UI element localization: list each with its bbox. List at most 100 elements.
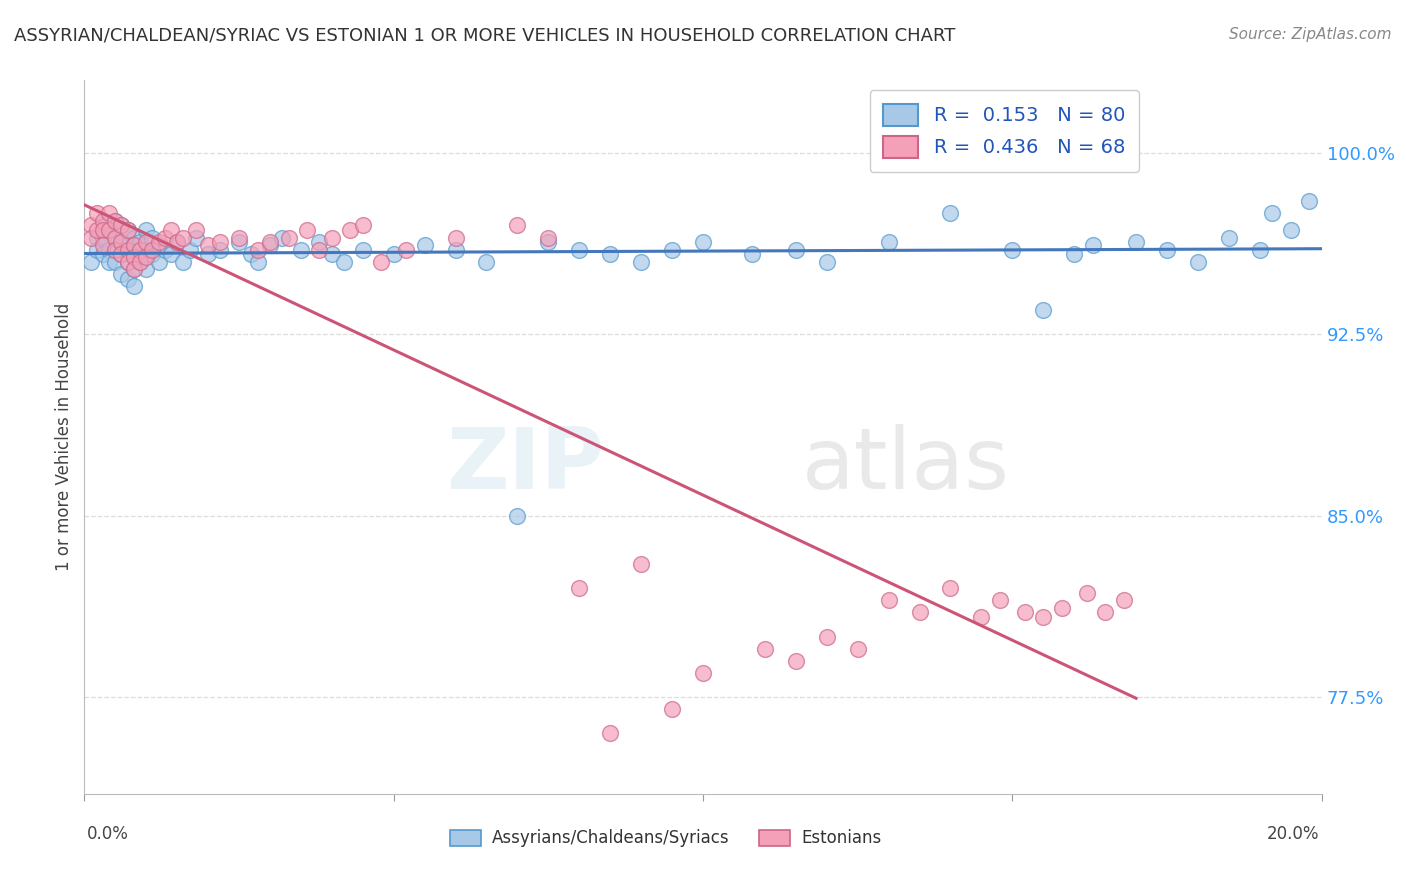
Point — [815, 254, 838, 268]
Point — [104, 230, 127, 244]
Point — [444, 230, 467, 244]
Point — [98, 243, 121, 257]
Point — [1094, 606, 1116, 620]
Point — [295, 223, 318, 237]
Point — [86, 230, 108, 244]
Point — [395, 243, 418, 257]
Text: Assyrians/Chaldeans/Syriacs: Assyrians/Chaldeans/Syriacs — [492, 829, 730, 847]
Point — [1125, 235, 1147, 250]
Point — [86, 243, 108, 257]
Point — [153, 243, 176, 257]
Point — [91, 213, 114, 227]
Point — [692, 235, 714, 250]
Point — [148, 254, 170, 268]
Text: atlas: atlas — [801, 424, 1010, 508]
Point — [135, 235, 157, 250]
Point — [117, 223, 139, 237]
Point — [98, 223, 121, 237]
Point — [846, 641, 869, 656]
Point — [246, 254, 269, 268]
Point — [271, 230, 294, 244]
Point — [104, 254, 127, 268]
Point — [122, 250, 145, 264]
Point — [568, 581, 591, 595]
Point — [290, 243, 312, 257]
Point — [259, 235, 281, 250]
Point — [184, 223, 207, 237]
Point — [1032, 303, 1054, 318]
Point — [153, 230, 176, 244]
Point — [506, 508, 529, 523]
Point — [877, 593, 900, 607]
Point — [172, 230, 194, 244]
Point — [661, 243, 683, 257]
Point — [352, 219, 374, 233]
Point — [135, 262, 157, 277]
Point — [209, 243, 232, 257]
Text: Source: ZipAtlas.com: Source: ZipAtlas.com — [1229, 27, 1392, 42]
Point — [537, 230, 560, 244]
Point — [908, 606, 931, 620]
Text: 20.0%: 20.0% — [1267, 825, 1319, 843]
Point — [228, 235, 250, 250]
Point — [785, 654, 807, 668]
Point — [1249, 243, 1271, 257]
Point — [117, 271, 139, 285]
Point — [129, 235, 152, 250]
Point — [1014, 606, 1036, 620]
Point — [122, 262, 145, 277]
Point — [1279, 223, 1302, 237]
Point — [988, 593, 1011, 607]
Point — [599, 726, 621, 740]
Point — [339, 223, 361, 237]
Point — [98, 254, 121, 268]
Point — [939, 206, 962, 220]
Point — [630, 254, 652, 268]
Point — [815, 630, 838, 644]
Point — [135, 250, 157, 264]
Point — [1001, 243, 1024, 257]
Point — [599, 247, 621, 261]
Point — [179, 243, 201, 257]
Point — [160, 247, 183, 261]
Point — [129, 243, 152, 257]
Point — [117, 237, 139, 252]
Text: Estonians: Estonians — [801, 829, 882, 847]
Point — [939, 581, 962, 595]
Point — [352, 243, 374, 257]
Point — [79, 219, 101, 233]
Text: 0.0%: 0.0% — [87, 825, 129, 843]
Point — [568, 243, 591, 257]
Point — [240, 247, 263, 261]
Text: ZIP: ZIP — [446, 424, 605, 508]
Point — [135, 223, 157, 237]
Point — [110, 247, 132, 261]
Y-axis label: 1 or more Vehicles in Household: 1 or more Vehicles in Household — [55, 303, 73, 571]
Point — [475, 254, 498, 268]
Point — [91, 237, 114, 252]
Point — [1261, 206, 1284, 220]
Point — [104, 243, 127, 257]
Point — [1298, 194, 1320, 209]
Point — [129, 254, 152, 268]
Point — [1032, 610, 1054, 624]
Point — [98, 223, 121, 237]
Point — [692, 665, 714, 680]
Point — [877, 235, 900, 250]
Point — [321, 230, 343, 244]
Point — [209, 235, 232, 250]
Point — [122, 247, 145, 261]
Point — [141, 243, 163, 257]
Point — [308, 243, 330, 257]
Point — [104, 213, 127, 227]
Point — [1063, 247, 1085, 261]
Point — [197, 247, 219, 261]
Point — [246, 243, 269, 257]
Point — [321, 247, 343, 261]
Point — [110, 267, 132, 281]
Point — [166, 235, 188, 250]
Point — [117, 254, 139, 268]
Point — [1156, 243, 1178, 257]
Point — [117, 223, 139, 237]
Point — [785, 243, 807, 257]
